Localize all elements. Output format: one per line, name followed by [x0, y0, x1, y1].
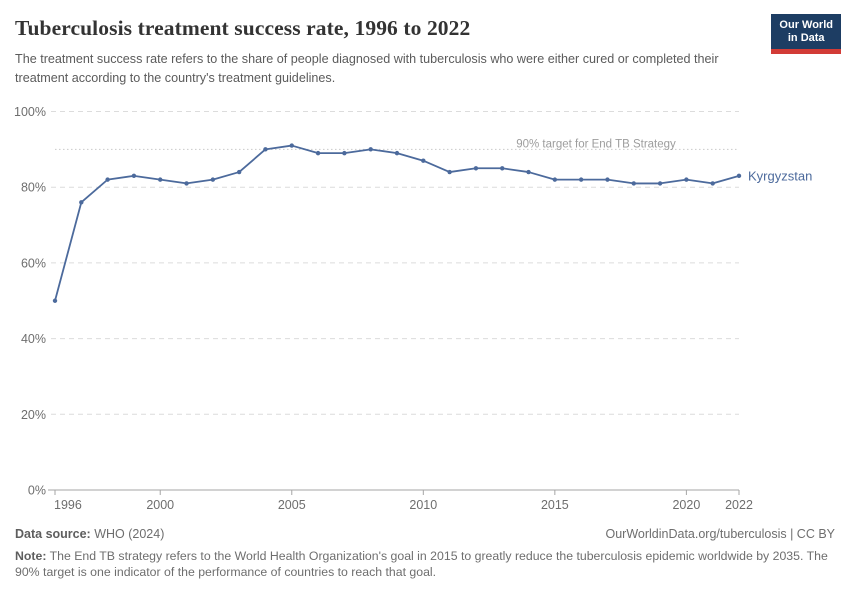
data-point-marker	[605, 177, 610, 182]
note-value: The End TB strategy refers to the World …	[15, 549, 828, 579]
data-point-marker	[552, 177, 558, 182]
x-axis-label: 2005	[278, 498, 306, 512]
data-point-marker	[526, 169, 531, 175]
chart-header: Tuberculosis treatment success rate, 199…	[15, 16, 760, 88]
data-point-marker	[657, 181, 663, 186]
data-point-marker	[631, 181, 636, 186]
data-point-marker	[736, 173, 742, 179]
chart-footer: Data source: WHO (2024) OurWorldinData.o…	[15, 527, 835, 580]
data-point-marker	[578, 177, 584, 182]
data-source-label: Data source:	[15, 527, 91, 541]
y-axis-label: 80%	[21, 181, 46, 195]
data-point-marker	[79, 200, 84, 205]
data-point-marker	[500, 166, 505, 171]
data-point-marker	[158, 177, 163, 182]
data-point-marker	[447, 169, 452, 175]
note-label: Note:	[15, 549, 47, 563]
owid-logo-line1: Our World	[779, 19, 833, 31]
chart-subtitle: The treatment success rate refers to the…	[15, 52, 719, 85]
x-axis-label: 2000	[146, 498, 174, 512]
data-source-value: WHO (2024)	[90, 527, 165, 541]
chart-note: Note: The End TB strategy refers to the …	[15, 549, 835, 580]
data-point-marker	[684, 177, 689, 182]
data-source: Data source: WHO (2024)	[15, 527, 164, 542]
data-point-marker	[263, 147, 268, 152]
data-point-marker	[421, 158, 426, 163]
data-point-marker	[342, 150, 347, 156]
series-line	[54, 144, 740, 301]
x-axis-label: 1996	[54, 498, 82, 512]
line-chart[interactable]: 0% 20% 40% 60% 80% 100% 90% target for End TB …	[0, 95, 850, 525]
data-point-marker	[105, 177, 110, 182]
y-axis-label: 60%	[21, 256, 46, 270]
page-title: Tuberculosis treatment success rate, 199…	[15, 16, 471, 40]
data-point-marker	[473, 166, 479, 171]
owid-logo-line2: in Data	[787, 32, 825, 44]
x-axis-label: 2010	[409, 498, 437, 512]
data-point-marker	[52, 298, 58, 303]
data-point-marker	[131, 173, 137, 179]
data-point-marker	[315, 150, 321, 156]
x-axis-label: 2020	[672, 498, 700, 512]
y-axis-label: 20%	[21, 408, 46, 422]
data-point-marker	[210, 177, 216, 182]
data-point-marker	[368, 147, 373, 152]
data-point-marker	[394, 150, 400, 156]
data-point-marker	[289, 143, 294, 148]
chart-area: 0% 20% 40% 60% 80% 100% 90% target for End TB …	[0, 95, 850, 525]
x-axis-label: 2022	[725, 498, 753, 512]
y-axis-label: 0%	[28, 484, 46, 498]
data-point-marker	[710, 181, 715, 186]
data-point-marker	[236, 169, 242, 175]
x-axis-label: 2015	[541, 498, 569, 512]
target-line-label: 90% target for End TB Strategy	[516, 138, 676, 150]
owid-url-link[interactable]: OurWorldinData.org/tuberculosis | CC BY	[605, 527, 836, 541]
y-axis-label: 40%	[21, 332, 46, 346]
y-axis-label: 100%	[14, 105, 46, 119]
series-end-label[interactable]: Kyrgyzstan	[748, 168, 812, 183]
data-point-marker	[184, 181, 189, 186]
owid-logo[interactable]: Our World in Data	[771, 14, 841, 54]
